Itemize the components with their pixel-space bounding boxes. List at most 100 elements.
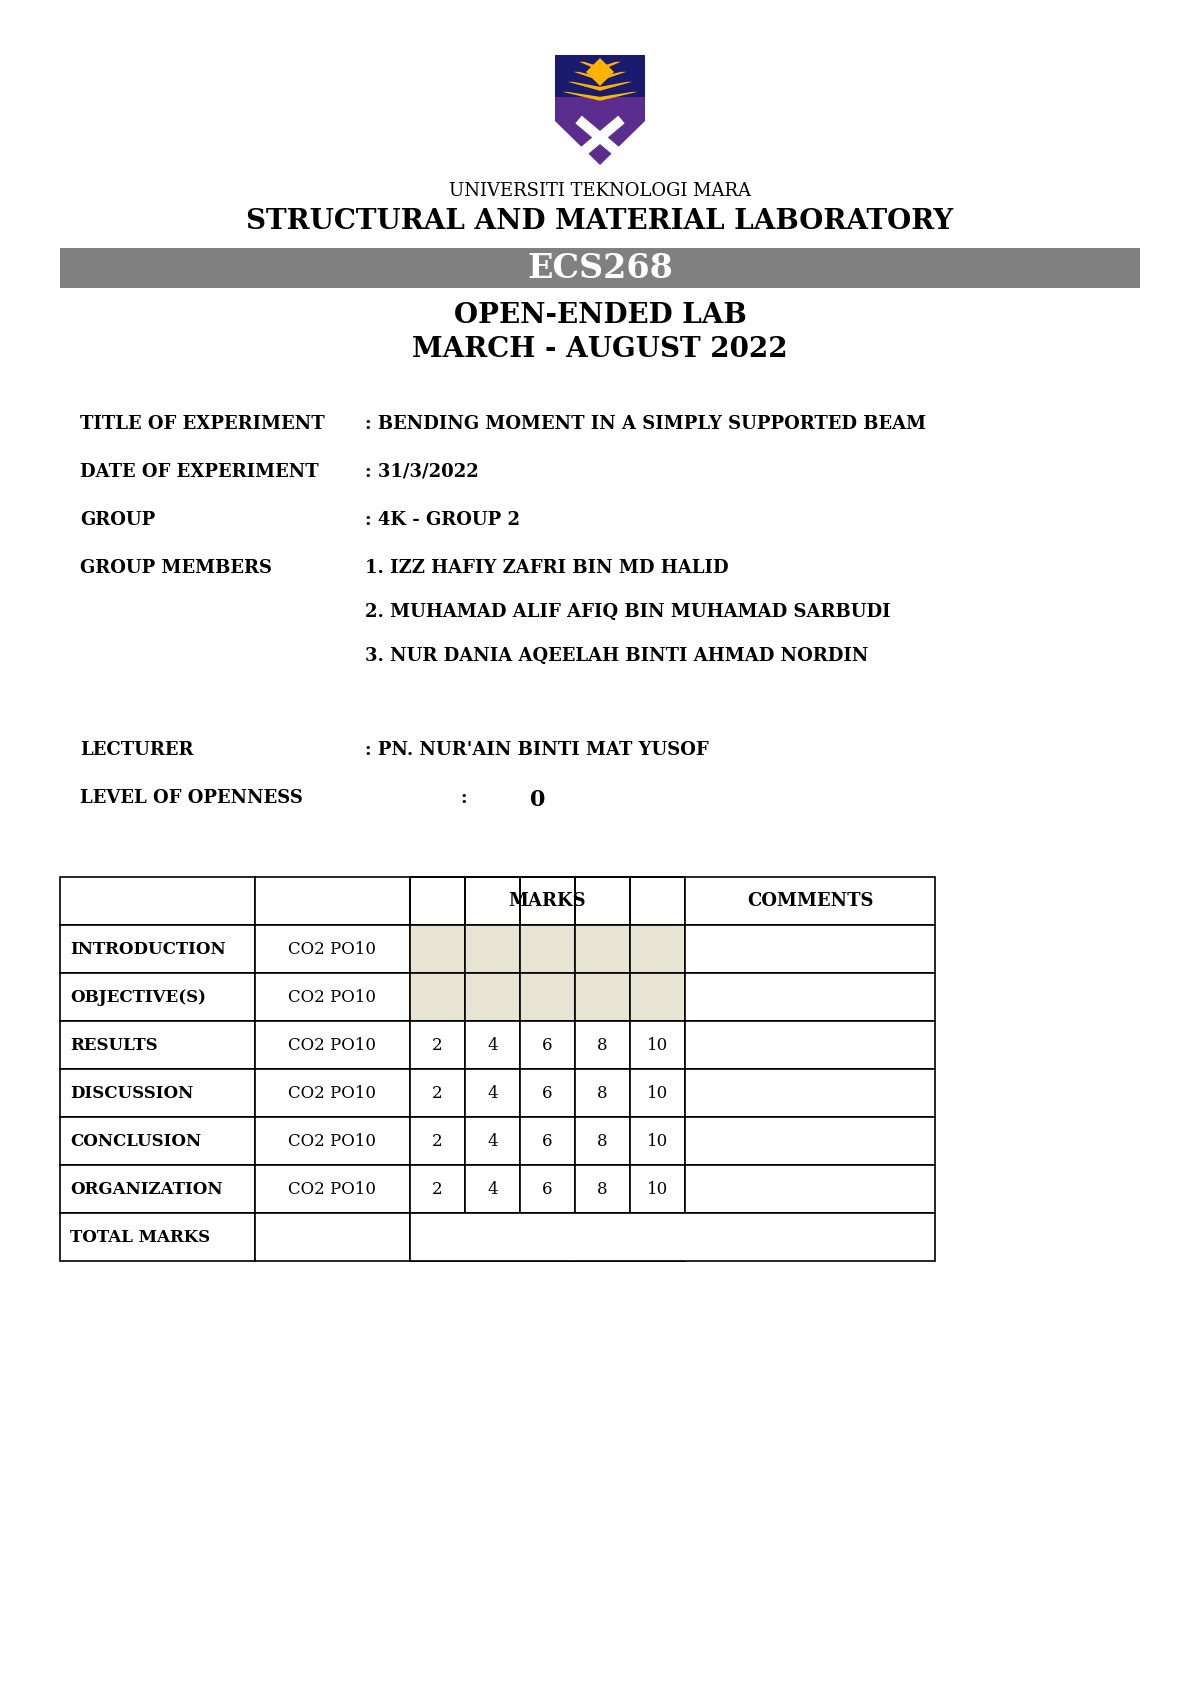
Bar — [520, 1020, 575, 1070]
Text: 2: 2 — [432, 1132, 443, 1149]
Bar — [60, 1020, 256, 1070]
Text: 2: 2 — [432, 1180, 443, 1197]
Text: 0: 0 — [530, 788, 545, 810]
Text: LECTURER: LECTURER — [80, 741, 193, 759]
Polygon shape — [580, 61, 620, 71]
Text: 2: 2 — [432, 1037, 443, 1054]
Bar — [256, 1070, 410, 1117]
Text: : 4K - GROUP 2: : 4K - GROUP 2 — [365, 510, 520, 529]
Text: 6: 6 — [542, 1085, 553, 1102]
Bar — [410, 1164, 466, 1214]
Text: 6: 6 — [542, 1132, 553, 1149]
Bar — [520, 925, 575, 973]
Text: 2. MUHAMAD ALIF AFIQ BIN MUHAMAD SARBUDI: 2. MUHAMAD ALIF AFIQ BIN MUHAMAD SARBUDI — [365, 603, 890, 620]
Text: 10: 10 — [647, 1037, 668, 1054]
Bar — [466, 876, 520, 925]
Text: 4: 4 — [487, 1180, 498, 1197]
Polygon shape — [554, 54, 646, 97]
Polygon shape — [575, 115, 625, 159]
Text: 10: 10 — [647, 1180, 668, 1197]
Bar — [520, 973, 575, 1020]
Polygon shape — [568, 81, 632, 92]
Text: MARKS: MARKS — [509, 892, 587, 910]
Text: TITLE OF EXPERIMENT: TITLE OF EXPERIMENT — [80, 415, 325, 432]
Text: 4: 4 — [487, 1085, 498, 1102]
Text: OBJECTIVE(S): OBJECTIVE(S) — [70, 988, 206, 1005]
Bar — [256, 1214, 410, 1261]
Text: 3. NUR DANIA AQEELAH BINTI AHMAD NORDIN: 3. NUR DANIA AQEELAH BINTI AHMAD NORDIN — [365, 647, 869, 664]
Text: : 31/3/2022: : 31/3/2022 — [365, 463, 479, 481]
Bar — [630, 973, 685, 1020]
Bar — [410, 1020, 466, 1070]
Bar — [575, 1117, 630, 1164]
Bar — [630, 1070, 685, 1117]
Bar — [60, 973, 256, 1020]
Bar — [410, 876, 466, 925]
Bar — [466, 973, 520, 1020]
Polygon shape — [574, 71, 626, 81]
Bar — [630, 876, 685, 925]
Bar — [410, 1117, 466, 1164]
Bar — [685, 876, 935, 925]
Bar — [60, 1117, 256, 1164]
Text: GROUP MEMBERS: GROUP MEMBERS — [80, 559, 272, 576]
Bar — [630, 1164, 685, 1214]
Bar — [60, 876, 256, 925]
Text: CO2 PO10: CO2 PO10 — [288, 1037, 377, 1054]
Bar — [256, 973, 410, 1020]
Text: 6: 6 — [542, 1037, 553, 1054]
Text: CONCLUSION: CONCLUSION — [70, 1132, 202, 1149]
Text: 1. IZZ HAFIY ZAFRI BIN MD HALID: 1. IZZ HAFIY ZAFRI BIN MD HALID — [365, 559, 728, 576]
Bar — [60, 1164, 256, 1214]
Bar — [630, 1117, 685, 1164]
Polygon shape — [575, 115, 625, 159]
Text: OPEN-ENDED LAB: OPEN-ENDED LAB — [454, 302, 746, 329]
Bar — [685, 1020, 935, 1070]
Bar — [60, 1214, 256, 1261]
Bar — [630, 1214, 685, 1261]
Text: CO2 PO10: CO2 PO10 — [288, 1085, 377, 1102]
Text: : BENDING MOMENT IN A SIMPLY SUPPORTED BEAM: : BENDING MOMENT IN A SIMPLY SUPPORTED B… — [365, 415, 926, 432]
Bar — [685, 925, 935, 973]
Bar — [60, 925, 256, 973]
Bar — [410, 876, 685, 925]
Bar — [520, 1164, 575, 1214]
Bar — [60, 1070, 256, 1117]
Bar — [466, 925, 520, 973]
Text: GROUP: GROUP — [80, 510, 155, 529]
Bar — [256, 1164, 410, 1214]
Text: 4: 4 — [487, 1132, 498, 1149]
Text: CO2 PO10: CO2 PO10 — [288, 1132, 377, 1149]
Text: :: : — [460, 788, 467, 807]
Polygon shape — [554, 54, 646, 164]
Bar — [520, 876, 575, 925]
Text: : PN. NUR'AIN BINTI MAT YUSOF: : PN. NUR'AIN BINTI MAT YUSOF — [365, 741, 709, 759]
Bar — [466, 1117, 520, 1164]
Bar — [575, 1164, 630, 1214]
Text: MARCH - AUGUST 2022: MARCH - AUGUST 2022 — [412, 336, 788, 363]
Bar — [575, 1070, 630, 1117]
Bar — [630, 1020, 685, 1070]
Text: ECS268: ECS268 — [527, 251, 673, 285]
Bar — [466, 1020, 520, 1070]
Text: CO2 PO10: CO2 PO10 — [288, 988, 377, 1005]
Bar — [466, 1164, 520, 1214]
Text: 8: 8 — [598, 1180, 608, 1197]
Bar — [685, 973, 935, 1020]
Bar — [575, 1020, 630, 1070]
Bar — [520, 1070, 575, 1117]
Bar — [575, 876, 630, 925]
Text: 8: 8 — [598, 1037, 608, 1054]
Bar — [256, 925, 410, 973]
Text: UNIVERSITI TEKNOLOGI MARA: UNIVERSITI TEKNOLOGI MARA — [449, 181, 751, 200]
Text: 2: 2 — [432, 1085, 443, 1102]
Bar — [575, 925, 630, 973]
Bar — [410, 1070, 466, 1117]
Text: CO2 PO10: CO2 PO10 — [288, 941, 377, 958]
Text: CO2 PO10: CO2 PO10 — [288, 1180, 377, 1197]
Polygon shape — [586, 58, 614, 86]
Text: RESULTS: RESULTS — [70, 1037, 157, 1054]
Text: 6: 6 — [542, 1180, 553, 1197]
Text: 8: 8 — [598, 1132, 608, 1149]
Text: 4: 4 — [487, 1037, 498, 1054]
